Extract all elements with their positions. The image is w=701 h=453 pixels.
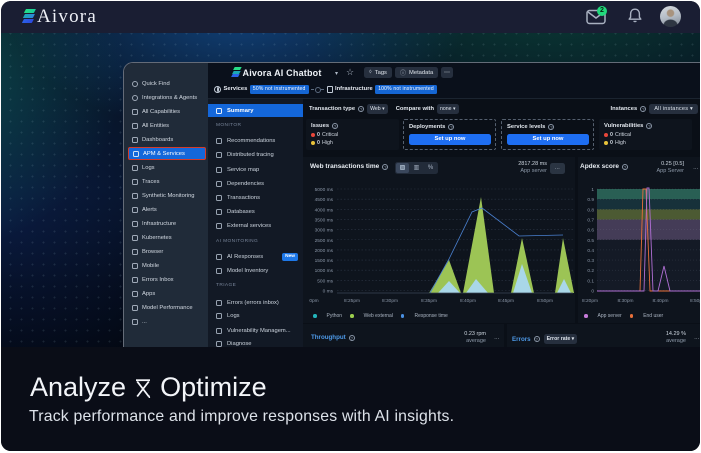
svg-text:0.7: 0.7 xyxy=(587,217,594,223)
svg-text:1000 ms: 1000 ms xyxy=(315,268,334,274)
svg-text:8:20pm: 8:20pm xyxy=(582,298,598,304)
svg-text:500 ms: 500 ms xyxy=(317,278,333,284)
svg-text:0.4: 0.4 xyxy=(587,248,594,254)
svg-text:4500 ms: 4500 ms xyxy=(315,197,334,203)
svg-text:2500 ms: 2500 ms xyxy=(315,238,334,244)
svg-text:0.2: 0.2 xyxy=(587,268,594,274)
svg-text:2000 ms: 2000 ms xyxy=(315,248,334,254)
svg-text:3000 ms: 3000 ms xyxy=(315,228,334,234)
svg-text:0.3: 0.3 xyxy=(587,258,594,264)
svg-text:8:50p: 8:50p xyxy=(690,298,700,304)
svg-text:5000 ms: 5000 ms xyxy=(315,187,334,193)
svg-text:0.9: 0.9 xyxy=(587,197,594,203)
svg-text:1: 1 xyxy=(591,187,594,193)
svg-text:0: 0 xyxy=(591,289,594,295)
svg-text:0.6: 0.6 xyxy=(587,228,594,234)
svg-text:8:25pm: 8:25pm xyxy=(344,298,360,304)
svg-text:0pm: 0pm xyxy=(309,298,318,304)
svg-text:3500 ms: 3500 ms xyxy=(315,217,334,223)
svg-text:8:50pm: 8:50pm xyxy=(537,298,553,304)
svg-text:8:35pm: 8:35pm xyxy=(421,298,437,304)
svg-text:0.1: 0.1 xyxy=(587,278,594,284)
svg-text:8:30pm: 8:30pm xyxy=(618,298,634,304)
svg-text:8:30pm: 8:30pm xyxy=(382,298,398,304)
svg-text:4000 ms: 4000 ms xyxy=(315,207,334,213)
svg-text:0.8: 0.8 xyxy=(587,207,594,213)
svg-text:8:45pm: 8:45pm xyxy=(498,298,514,304)
svg-text:0 ms: 0 ms xyxy=(323,289,334,295)
svg-text:8:40pm: 8:40pm xyxy=(653,298,669,304)
svg-text:8:40pm: 8:40pm xyxy=(460,298,476,304)
svg-text:0.5: 0.5 xyxy=(587,238,594,244)
svg-text:1500 ms: 1500 ms xyxy=(315,258,334,264)
